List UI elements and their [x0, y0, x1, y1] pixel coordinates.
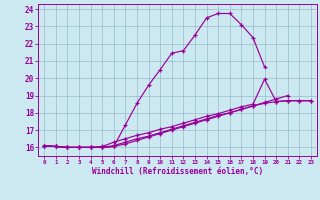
X-axis label: Windchill (Refroidissement éolien,°C): Windchill (Refroidissement éolien,°C) [92, 167, 263, 176]
